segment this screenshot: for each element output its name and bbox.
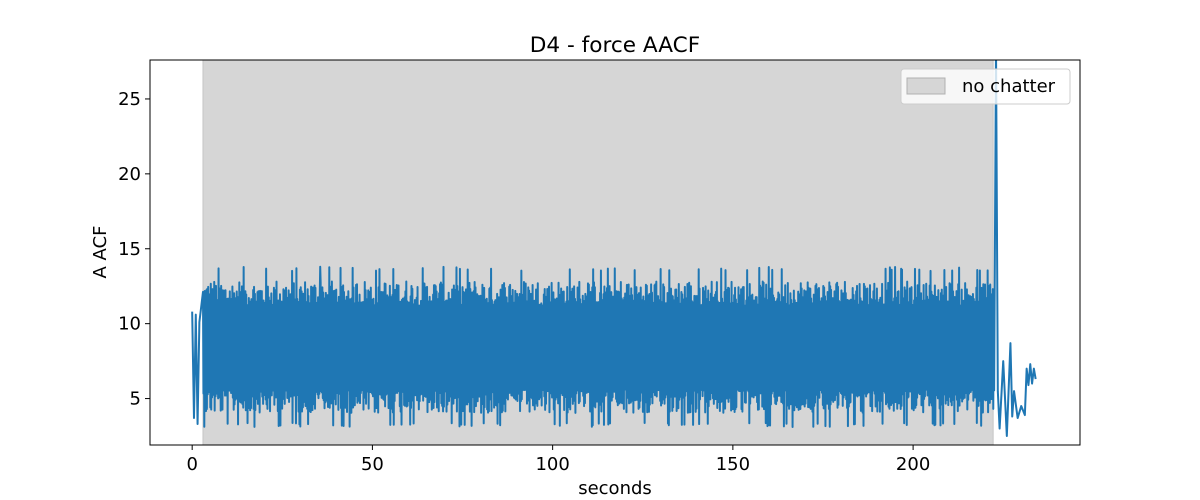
x-axis-label: seconds [578,478,652,499]
y-tick-label: 5 [130,389,141,410]
legend-swatch-no-chatter [906,77,946,95]
y-axis: 5 10 15 20 25 [118,89,150,410]
x-tick-label: 200 [896,454,930,475]
x-tick-label: 100 [535,454,569,475]
x-tick-label: 50 [361,454,384,475]
y-tick-label: 10 [118,314,141,335]
x-axis: 0 50 100 150 200 [186,445,930,475]
legend-label-no-chatter: no chatter [962,76,1056,97]
legend: no chatter [900,68,1071,105]
chart-title: D4 - force AACF [530,33,700,58]
plot-area [191,60,1037,445]
x-tick-label: 0 [186,454,197,475]
series-line-0 [191,60,1037,438]
axes-frame [149,59,1081,446]
y-tick-label: 15 [118,239,141,260]
x-tick-label: 150 [716,454,750,475]
y-axis-label: A ACF [90,226,111,279]
y-tick-label: 20 [118,164,141,185]
y-tick-label: 25 [118,89,141,110]
